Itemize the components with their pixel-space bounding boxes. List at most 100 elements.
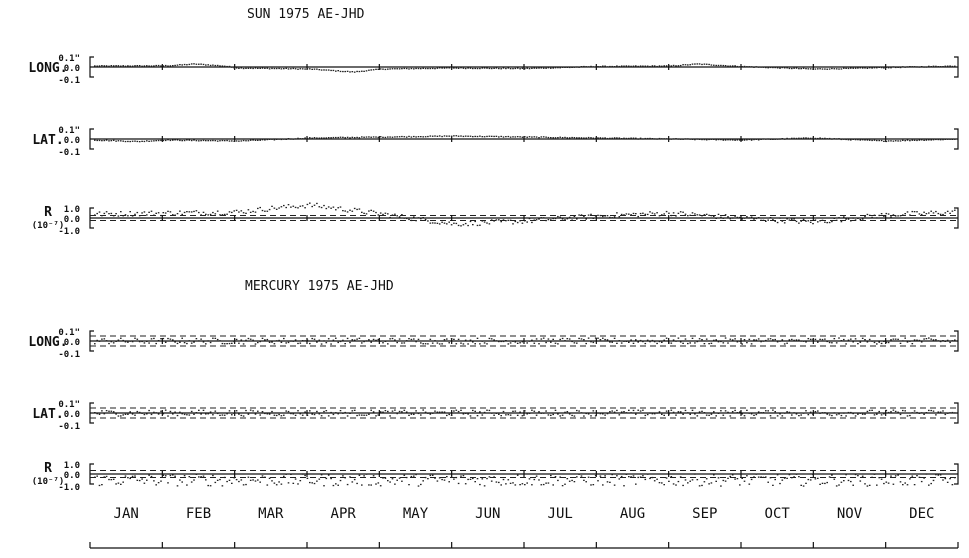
data-point <box>342 210 344 212</box>
data-point <box>344 137 346 139</box>
data-point <box>190 211 193 213</box>
data-point <box>684 409 687 412</box>
data-point <box>309 137 311 139</box>
data-point <box>429 413 432 415</box>
data-point <box>578 410 580 412</box>
data-point <box>448 135 450 137</box>
data-point <box>150 65 153 67</box>
data-point <box>502 219 505 221</box>
data-point <box>835 414 838 416</box>
data-point <box>583 215 585 217</box>
data-point <box>741 343 743 345</box>
data-point <box>278 207 280 209</box>
month-label: MAY <box>403 506 429 522</box>
data-point <box>944 65 947 67</box>
data-point <box>748 66 751 68</box>
data-point <box>183 475 186 477</box>
data-point <box>382 477 384 479</box>
data-point <box>292 413 295 415</box>
data-point <box>335 136 337 139</box>
data-point <box>550 137 552 139</box>
data-point <box>729 65 732 67</box>
data-point <box>859 341 862 343</box>
month-label: SEP <box>692 506 717 522</box>
data-point <box>672 212 675 214</box>
data-point <box>850 411 852 414</box>
data-point <box>268 413 271 415</box>
data-point <box>188 139 191 141</box>
data-point <box>117 140 120 142</box>
data-point <box>323 137 325 139</box>
data-point <box>776 474 779 476</box>
data-point <box>639 476 642 478</box>
tick-label-bottom: -0.1 <box>58 422 80 432</box>
data-point <box>642 212 644 214</box>
data-point <box>552 217 554 220</box>
data-point <box>868 67 871 69</box>
data-point <box>323 340 325 342</box>
data-point <box>573 66 576 68</box>
data-point <box>859 67 862 69</box>
data-point <box>519 411 521 413</box>
data-point <box>708 343 710 345</box>
data-point <box>703 63 706 65</box>
data-point <box>880 478 883 480</box>
data-point <box>429 67 432 70</box>
data-point <box>231 66 233 68</box>
data-point <box>944 340 947 342</box>
data-point <box>401 214 403 216</box>
data-point <box>285 410 287 412</box>
data-point <box>131 65 134 67</box>
data-point <box>696 415 699 417</box>
data-point <box>604 338 606 341</box>
data-point <box>389 481 391 483</box>
data-point <box>611 410 613 412</box>
data-point <box>550 414 552 416</box>
data-point <box>131 140 134 142</box>
data-point <box>651 65 654 67</box>
data-point <box>368 413 370 415</box>
data-point <box>342 412 344 414</box>
data-point <box>101 65 103 67</box>
data-point <box>450 224 453 226</box>
data-point <box>791 137 793 139</box>
data-point <box>817 410 819 412</box>
data-point <box>486 343 488 345</box>
data-point <box>828 414 831 416</box>
data-point <box>320 474 323 476</box>
data-point <box>330 477 332 480</box>
data-point <box>188 340 191 342</box>
data-point <box>290 473 292 475</box>
data-point <box>878 341 880 343</box>
data-point <box>753 476 755 478</box>
data-point <box>679 411 682 413</box>
data-point <box>899 66 902 69</box>
data-point <box>516 221 519 224</box>
data-point <box>715 339 717 341</box>
data-point <box>318 69 321 71</box>
data-point <box>625 340 628 342</box>
data-point <box>216 479 219 481</box>
data-point <box>162 413 165 415</box>
data-point <box>370 209 372 211</box>
data-point <box>814 68 817 70</box>
data-point <box>242 212 245 214</box>
data-point <box>916 211 918 213</box>
data-point <box>722 217 725 219</box>
data-point <box>717 341 720 343</box>
data-point <box>481 220 484 222</box>
data-point <box>694 213 696 215</box>
data-point <box>467 343 469 345</box>
data-point <box>729 338 732 340</box>
data-point <box>604 475 606 477</box>
data-point <box>117 65 120 67</box>
data-point <box>597 412 599 414</box>
data-point <box>864 483 866 485</box>
data-point <box>819 412 821 414</box>
data-point <box>923 338 925 340</box>
data-point <box>717 213 720 215</box>
data-point <box>164 475 167 477</box>
data-point <box>587 136 590 139</box>
data-point <box>339 136 342 138</box>
data-point <box>257 67 259 69</box>
